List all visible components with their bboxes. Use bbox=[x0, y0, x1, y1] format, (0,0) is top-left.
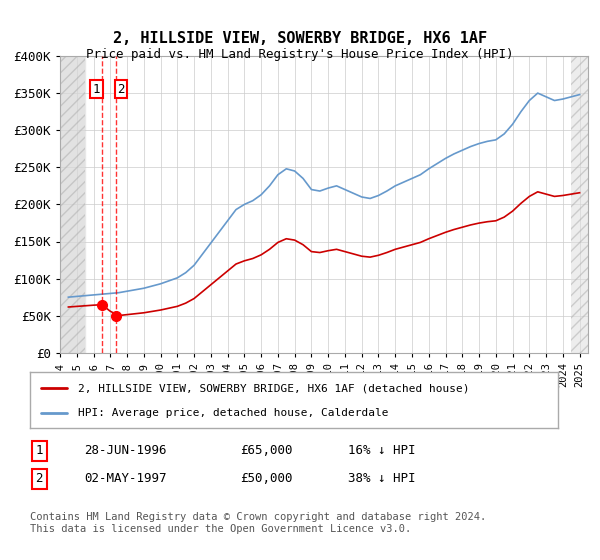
Bar bbox=[60, 56, 85, 353]
Text: 38% ↓ HPI: 38% ↓ HPI bbox=[348, 472, 415, 486]
Text: £50,000: £50,000 bbox=[240, 472, 293, 486]
Text: HPI: Average price, detached house, Calderdale: HPI: Average price, detached house, Cald… bbox=[77, 408, 388, 418]
Text: 2, HILLSIDE VIEW, SOWERBY BRIDGE, HX6 1AF (detached house): 2, HILLSIDE VIEW, SOWERBY BRIDGE, HX6 1A… bbox=[77, 383, 469, 393]
Text: 1: 1 bbox=[35, 444, 43, 458]
Text: 28-JUN-1996: 28-JUN-1996 bbox=[84, 444, 167, 458]
Text: Price paid vs. HM Land Registry's House Price Index (HPI): Price paid vs. HM Land Registry's House … bbox=[86, 48, 514, 60]
Text: £65,000: £65,000 bbox=[240, 444, 293, 458]
Text: 1: 1 bbox=[93, 83, 100, 96]
Text: 2: 2 bbox=[35, 472, 43, 486]
Text: 02-MAY-1997: 02-MAY-1997 bbox=[84, 472, 167, 486]
Text: 2, HILLSIDE VIEW, SOWERBY BRIDGE, HX6 1AF: 2, HILLSIDE VIEW, SOWERBY BRIDGE, HX6 1A… bbox=[113, 31, 487, 46]
Bar bbox=[571, 56, 588, 353]
Text: Contains HM Land Registry data © Crown copyright and database right 2024.
This d: Contains HM Land Registry data © Crown c… bbox=[30, 512, 486, 534]
Text: 2: 2 bbox=[117, 83, 125, 96]
Text: 16% ↓ HPI: 16% ↓ HPI bbox=[348, 444, 415, 458]
Bar bbox=[60, 56, 85, 353]
